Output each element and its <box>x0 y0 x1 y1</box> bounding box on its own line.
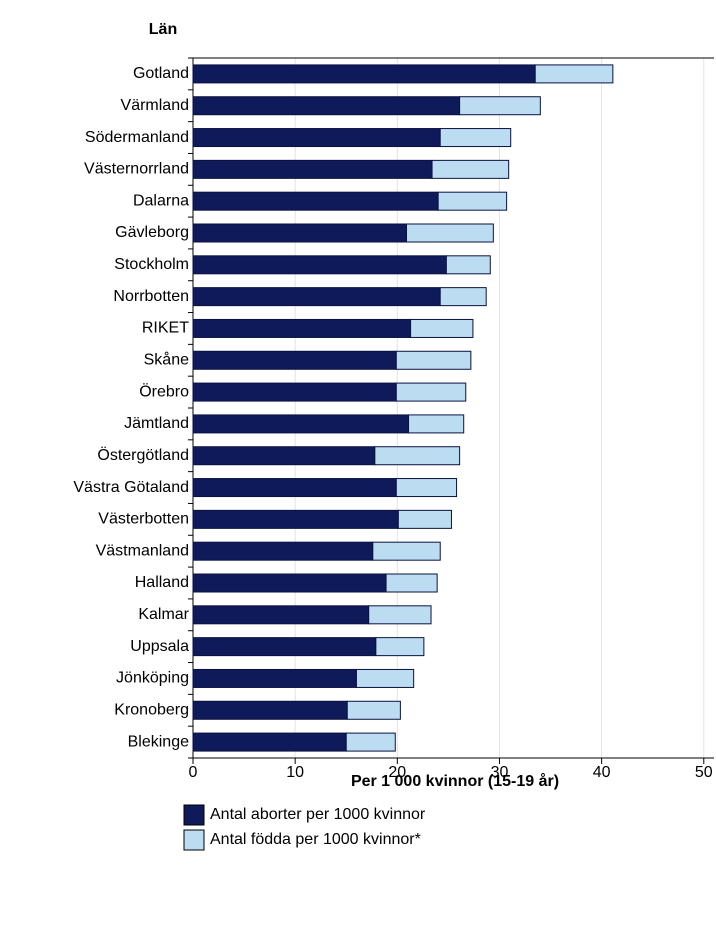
bar-segment <box>192 128 441 148</box>
x-tick-label: 50 <box>695 764 713 781</box>
bar-segment <box>192 223 408 243</box>
y-tick-label: Kronoberg <box>114 701 189 718</box>
legend-swatch <box>183 804 205 826</box>
bar-segment <box>406 223 494 243</box>
y-tick-label: RIKET <box>142 320 189 337</box>
y-tick-label: Södermanland <box>85 129 189 146</box>
bar-segment <box>346 700 401 720</box>
bar-segment <box>375 637 425 657</box>
bar-segment <box>192 191 439 211</box>
y-tick-label: Halland <box>135 574 189 591</box>
bar-segment <box>408 414 465 434</box>
bar-segment <box>192 668 357 688</box>
bar-segment <box>439 287 487 307</box>
legend-label: Antal aborter per 1000 kvinnor <box>210 806 426 823</box>
bar-segment <box>368 605 432 625</box>
y-tick-label: Gotland <box>133 65 189 82</box>
bar-segment <box>355 668 415 688</box>
x-tick-label: 0 <box>189 764 198 781</box>
bar-segment <box>395 350 472 370</box>
bar-segment <box>192 350 397 370</box>
y-tick-label: Västerbotten <box>98 511 189 528</box>
bar-segment <box>192 509 399 529</box>
y-tick-label: Skåne <box>144 350 189 368</box>
bar-segment <box>192 96 461 116</box>
value-axis-title: Per 1 000 kvinnor (15-19 år) <box>351 772 559 790</box>
bar-segment <box>192 382 397 402</box>
bar-segment <box>192 700 348 720</box>
bar-segment <box>431 159 510 179</box>
bar-segment <box>192 541 374 561</box>
x-tick-label: 20 <box>388 764 406 781</box>
bar-segment <box>439 128 512 148</box>
x-tick-label: 10 <box>286 764 304 781</box>
y-tick-label: Jönköping <box>116 670 189 687</box>
y-tick-label: Kalmar <box>138 606 189 623</box>
bar-segment <box>374 446 461 466</box>
y-tick-label: Uppsala <box>130 638 189 655</box>
bar-segment <box>372 541 441 561</box>
bar-segment <box>385 573 438 593</box>
bar-segment <box>192 637 377 657</box>
bar-segment <box>192 446 376 466</box>
y-tick-label: Blekinge <box>128 733 189 750</box>
y-tick-label: Stockholm <box>114 256 189 273</box>
y-tick-label: Örebro <box>139 382 189 400</box>
y-tick-label: Dalarna <box>133 192 189 209</box>
bar-segment <box>397 509 452 529</box>
x-tick-label: 30 <box>491 764 509 781</box>
bar-segment <box>459 96 541 116</box>
bar-segment <box>395 382 467 402</box>
category-axis-title: Län <box>149 21 177 38</box>
bar-segment <box>192 573 387 593</box>
bar-segment <box>192 255 447 275</box>
bar-segment <box>445 255 491 275</box>
bar-segment <box>192 478 397 498</box>
x-tick-label: 40 <box>593 764 611 781</box>
y-tick-label: Västra Götaland <box>73 479 189 496</box>
legend-swatch <box>183 829 205 851</box>
y-tick-label: Norrbotten <box>113 288 189 305</box>
bar-segment <box>192 318 412 338</box>
bar-segment <box>192 287 441 307</box>
y-tick-label: Västmanland <box>96 542 189 559</box>
y-tick-label: Västernorrland <box>84 161 189 178</box>
bar-segment <box>410 318 474 338</box>
bar-segment <box>395 478 458 498</box>
bar-segment <box>534 64 614 84</box>
y-tick-label: Jämtland <box>124 415 189 432</box>
bar-segment <box>437 191 508 211</box>
bar-segment <box>345 732 396 752</box>
bar-segment <box>192 605 370 625</box>
bar-segment <box>192 159 433 179</box>
bar-segment <box>192 64 536 84</box>
bar-segment <box>192 414 410 434</box>
y-tick-label: Östergötland <box>97 446 189 464</box>
y-tick-label: Värmland <box>121 97 189 114</box>
y-tick-label: Gävleborg <box>115 224 189 241</box>
legend-label: Antal födda per 1000 kvinnor* <box>210 831 421 848</box>
bar-segment <box>192 732 347 752</box>
